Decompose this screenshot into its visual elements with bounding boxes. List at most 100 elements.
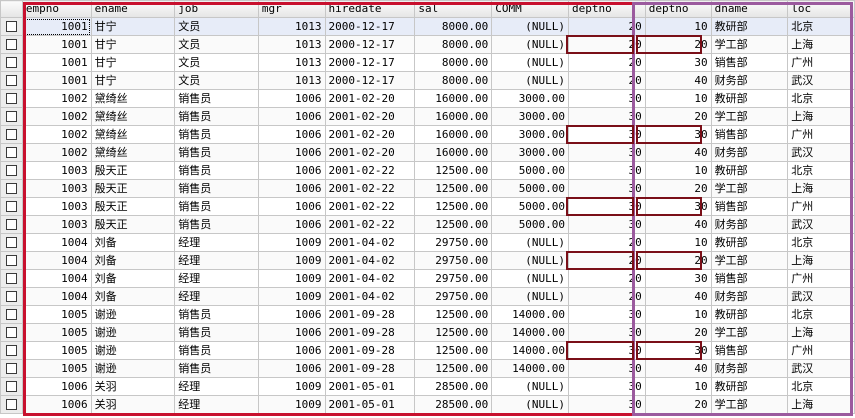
cell-mgr[interactable]: 1006 [257, 341, 326, 360]
cell-sal[interactable]: 12500.00 [414, 359, 493, 378]
cell-deptno-dept[interactable]: 10 [644, 233, 712, 252]
cell-loc[interactable]: 北京 [787, 305, 855, 324]
cell-deptno-emp[interactable]: 20 [568, 53, 646, 72]
row-selector[interactable] [0, 125, 23, 144]
cell-dname[interactable]: 财务部 [710, 287, 789, 306]
cell-deptno-dept[interactable]: 10 [644, 89, 712, 108]
cell-loc[interactable]: 广州 [787, 125, 855, 144]
cell-deptno-dept[interactable]: 10 [644, 305, 712, 324]
cell-loc[interactable]: 上海 [787, 107, 855, 126]
cell-ename[interactable]: 殷天正 [90, 161, 176, 180]
cell-hiredate[interactable]: 2001-04-02 [324, 251, 416, 270]
cell-sal[interactable]: 29750.00 [414, 269, 493, 288]
cell-deptno-dept[interactable]: 20 [644, 323, 712, 342]
row-selector[interactable] [0, 35, 23, 54]
checkbox-icon[interactable] [5, 381, 17, 392]
cell-job[interactable]: 销售员 [174, 341, 259, 360]
cell-sal[interactable]: 12500.00 [414, 215, 493, 234]
cell-mgr[interactable]: 1006 [257, 305, 326, 324]
cell-loc[interactable]: 武汉 [787, 143, 855, 162]
cell-hiredate[interactable]: 2001-02-22 [324, 215, 416, 234]
checkbox-icon[interactable] [5, 21, 17, 32]
cell-deptno-emp[interactable]: 20 [568, 269, 646, 288]
cell-deptno-emp[interactable]: 30 [568, 341, 646, 360]
cell-empno[interactable]: 1003 [21, 161, 92, 180]
cell-deptno-emp[interactable]: 20 [568, 71, 646, 90]
table-row[interactable]: 1002 黛绮丝 销售员 1006 2001-02-20 16000.00 3000.00 3… [0, 107, 855, 126]
cell-empno[interactable]: 1005 [21, 323, 92, 342]
checkbox-icon[interactable] [5, 57, 17, 68]
row-selector[interactable] [0, 395, 23, 414]
cell-mgr[interactable]: 1006 [257, 107, 326, 126]
column-header-ename[interactable]: ename [90, 0, 176, 18]
cell-mgr[interactable]: 1009 [257, 251, 326, 270]
table-row[interactable]: 1005 谢逊 销售员 1006 2001-09-28 12500.00 14000.00 3… [0, 359, 855, 378]
table-row[interactable]: 1005 谢逊 销售员 1006 2001-09-28 12500.00 14000.00 3… [0, 341, 855, 360]
cell-empno[interactable]: 1006 [21, 377, 92, 396]
cell-empno[interactable]: 1004 [21, 251, 92, 270]
cell-ename[interactable]: 谢逊 [90, 323, 176, 342]
cell-loc[interactable]: 北京 [787, 377, 855, 396]
cell-deptno-dept[interactable]: 30 [644, 341, 712, 360]
cell-dname[interactable]: 教研部 [710, 377, 789, 396]
cell-deptno-dept[interactable]: 30 [644, 125, 712, 144]
cell-comm[interactable]: 5000.00 [491, 161, 570, 180]
cell-mgr[interactable]: 1009 [257, 233, 326, 252]
cell-job[interactable]: 销售员 [174, 161, 259, 180]
row-selector[interactable] [0, 251, 23, 270]
checkbox-icon[interactable] [5, 165, 17, 176]
table-row[interactable]: 1003 殷天正 销售员 1006 2001-02-22 12500.00 5000.00 3… [0, 215, 855, 234]
column-header-loc[interactable]: loc [787, 0, 855, 18]
table-row[interactable]: 1004 刘备 经理 1009 2001-04-02 29750.00 (NULL) 20 30… [0, 269, 855, 288]
cell-empno[interactable]: 1004 [21, 269, 92, 288]
checkbox-icon[interactable] [5, 201, 17, 212]
row-selector[interactable] [0, 107, 23, 126]
cell-deptno-dept[interactable]: 40 [644, 143, 712, 162]
cell-dname[interactable]: 学工部 [710, 395, 789, 414]
table-row[interactable]: 1004 刘备 经理 1009 2001-04-02 29750.00 (NULL) 20 10… [0, 233, 855, 252]
cell-job[interactable]: 销售员 [174, 323, 259, 342]
cell-job[interactable]: 销售员 [174, 107, 259, 126]
cell-deptno-emp[interactable]: 30 [568, 89, 646, 108]
cell-job[interactable]: 经理 [174, 395, 259, 414]
cell-comm[interactable]: 3000.00 [491, 143, 570, 162]
cell-sal[interactable]: 8000.00 [414, 17, 493, 36]
cell-mgr[interactable]: 1013 [257, 71, 326, 90]
cell-ename[interactable]: 殷天正 [90, 179, 176, 198]
cell-job[interactable]: 销售员 [174, 359, 259, 378]
checkbox-icon[interactable] [5, 129, 17, 140]
cell-deptno-emp[interactable]: 30 [568, 395, 646, 414]
row-selector[interactable] [0, 287, 23, 306]
cell-deptno-emp[interactable]: 20 [568, 17, 646, 36]
cell-ename[interactable]: 殷天正 [90, 215, 176, 234]
cell-comm[interactable]: (NULL) [491, 269, 570, 288]
cell-comm[interactable]: (NULL) [491, 17, 570, 36]
cell-deptno-emp[interactable]: 30 [568, 197, 646, 216]
cell-sal[interactable]: 16000.00 [414, 89, 493, 108]
cell-dname[interactable]: 学工部 [710, 35, 789, 54]
cell-sal[interactable]: 8000.00 [414, 53, 493, 72]
cell-empno[interactable]: 1001 [21, 35, 92, 54]
cell-hiredate[interactable]: 2001-04-02 [324, 269, 416, 288]
cell-comm[interactable]: (NULL) [491, 287, 570, 306]
cell-hiredate[interactable]: 2000-12-17 [324, 35, 416, 54]
cell-sal[interactable]: 29750.00 [414, 287, 493, 306]
cell-deptno-dept[interactable]: 20 [644, 35, 712, 54]
cell-empno[interactable]: 1003 [21, 179, 92, 198]
checkbox-icon[interactable] [5, 237, 17, 248]
row-selector[interactable] [0, 305, 23, 324]
cell-empno[interactable]: 1004 [21, 233, 92, 252]
cell-ename[interactable]: 关羽 [90, 377, 176, 396]
column-header-mgr[interactable]: mgr [257, 0, 326, 18]
cell-loc[interactable]: 上海 [787, 323, 855, 342]
checkbox-icon[interactable] [5, 363, 17, 374]
cell-mgr[interactable]: 1009 [257, 287, 326, 306]
row-selector[interactable] [0, 53, 23, 72]
cell-job[interactable]: 销售员 [174, 125, 259, 144]
cell-empno[interactable]: 1001 [21, 71, 92, 90]
cell-dname[interactable]: 学工部 [710, 179, 789, 198]
cell-deptno-dept[interactable]: 30 [644, 53, 712, 72]
cell-loc[interactable]: 广州 [787, 341, 855, 360]
table-row[interactable]: 1003 殷天正 销售员 1006 2001-02-22 12500.00 5000.00 3… [0, 197, 855, 216]
cell-mgr[interactable]: 1006 [257, 89, 326, 108]
